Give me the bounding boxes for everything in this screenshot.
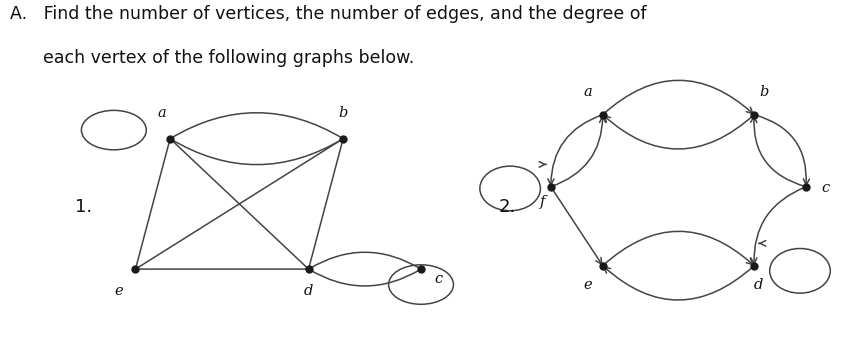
Text: d: d (304, 284, 313, 298)
Text: e: e (114, 284, 122, 298)
Text: b: b (760, 85, 769, 99)
Text: c: c (434, 272, 443, 286)
Text: f: f (540, 195, 545, 209)
Text: A.   Find the number of vertices, the number of edges, and the degree of: A. Find the number of vertices, the numb… (10, 5, 647, 23)
Text: e: e (583, 277, 592, 292)
Text: b: b (339, 106, 348, 120)
Text: d: d (753, 277, 763, 292)
Text: 1.: 1. (75, 198, 92, 216)
Text: each vertex of the following graphs below.: each vertex of the following graphs belo… (10, 49, 414, 67)
Text: a: a (157, 106, 166, 120)
Text: a: a (583, 85, 592, 99)
Text: c: c (821, 181, 829, 195)
Text: 2.: 2. (499, 198, 516, 216)
